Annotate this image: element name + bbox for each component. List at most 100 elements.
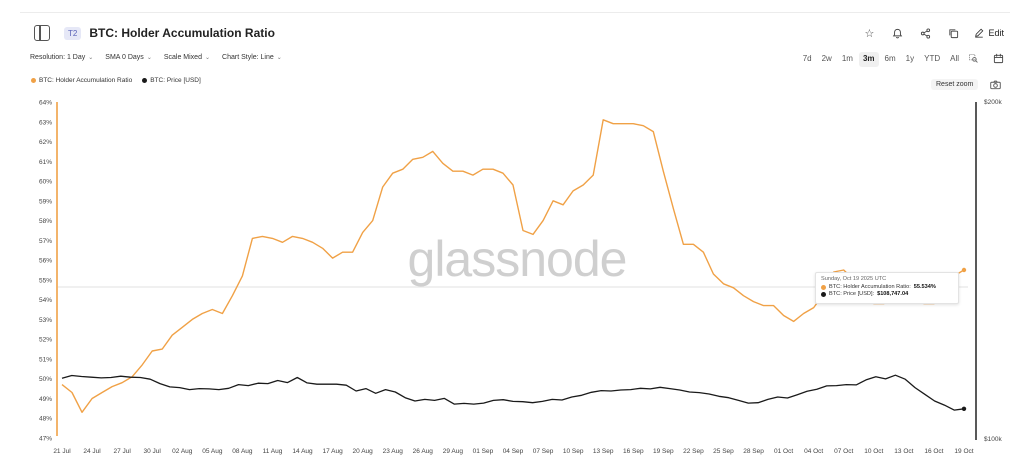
chevron-down-icon: ⌄: [88, 55, 94, 61]
scale-select[interactable]: Scale Mixed ⌄: [164, 54, 210, 61]
y-axis-left: 47% 48% 49% 50% 51% 52% 53% 54% 55% 56% 57% 58% 59% 6…: [39, 100, 52, 443]
x-tick-label: 29 Aug: [443, 448, 464, 455]
x-tick-label: 10 Sep: [563, 448, 584, 455]
edit-button[interactable]: Edit: [974, 28, 1004, 38]
sidebar-toggle-icon[interactable]: [34, 25, 50, 41]
x-tick-label: 24 Jul: [83, 448, 101, 455]
y-tick-label: 54%: [39, 297, 52, 304]
legend-item-ratio[interactable]: BTC: Holder Accumulation Ratio: [31, 77, 132, 84]
x-tick-label: 01 Oct: [774, 448, 793, 455]
y-tick-label: 59%: [39, 198, 52, 205]
chart-toolbar: Resolution: 1 Day ⌄ SMA 0 Days ⌄ Scale Mix…: [30, 54, 282, 61]
legend-dot-price: [142, 78, 148, 83]
star-icon[interactable]: ☆: [864, 27, 875, 40]
x-tick-label: 19 Sep: [653, 448, 674, 455]
x-tick-label: 25 Sep: [713, 448, 734, 455]
x-tick-label: 08 Aug: [232, 448, 253, 455]
zoom-search-icon[interactable]: [965, 52, 982, 67]
y-tick-label: 48%: [39, 416, 52, 423]
x-tick-label: 13 Sep: [593, 448, 614, 455]
y-tick-label: 57%: [39, 238, 52, 245]
y-tick-label: 49%: [39, 396, 52, 403]
x-axis: 21 Jul 24 Jul 27 Jul 30 Jul 02 Aug 05 Aug 08 A…: [53, 448, 973, 455]
camera-icon[interactable]: [990, 80, 1001, 92]
y-tick-label: 56%: [39, 258, 52, 265]
tooltip-label-price: BTC: Price [USD]:: [829, 291, 875, 297]
y-tick-label: 61%: [39, 159, 52, 166]
top-divider: [20, 12, 1010, 13]
x-tick-label: 07 Oct: [834, 448, 853, 455]
y-tick-label: 63%: [39, 119, 52, 126]
bell-icon[interactable]: [890, 26, 904, 40]
edit-label: Edit: [988, 28, 1004, 38]
last-point-price: [961, 406, 967, 411]
x-tick-label: 02 Aug: [172, 448, 193, 455]
sma-label: SMA 0 Days: [105, 54, 144, 61]
y-tick-label: 64%: [39, 100, 52, 107]
chevron-down-icon: ⌄: [146, 55, 152, 61]
tooltip-row-price: BTC: Price [USD]: $108,747.04: [821, 291, 953, 297]
x-tick-label: 28 Sep: [743, 448, 764, 455]
chart-legend: BTC: Holder Accumulation Ratio BTC: Pric…: [31, 77, 201, 84]
data-tooltip: Sunday, Oct 19 2025 UTC BTC: Holder Accu…: [815, 272, 959, 304]
x-tick-label: 27 Jul: [113, 448, 131, 455]
range-6m[interactable]: 6m: [884, 54, 896, 63]
copy-icon[interactable]: [946, 26, 960, 40]
tier-badge: T2: [64, 26, 82, 40]
watermark: glassnode: [408, 231, 627, 287]
series-line-price: [61, 374, 965, 411]
y-right-tick-label: $200k: [984, 99, 1002, 106]
reset-zoom-button[interactable]: Reset zoom: [931, 79, 979, 90]
range-selector: 7d 2w 1m 3m 6m 1y YTD All: [799, 52, 982, 67]
x-tick-label: 04 Sep: [503, 448, 524, 455]
x-tick-label: 23 Aug: [383, 448, 404, 455]
chevron-down-icon: ⌄: [204, 55, 211, 61]
x-tick-label: 14 Aug: [292, 448, 313, 455]
chart-style-label: Chart Style: Line: [222, 54, 274, 61]
y-tick-label: 58%: [39, 218, 52, 225]
range-7d[interactable]: 7d: [802, 54, 812, 63]
y-tick-label: 50%: [39, 376, 52, 383]
chart-header: T2 BTC: Holder Accumulation Ratio ☆ Edit: [20, 20, 1010, 46]
y-tick-label: 60%: [39, 179, 52, 186]
range-1y[interactable]: 1y: [905, 54, 915, 63]
y-axis-right: $100k $200k: [984, 99, 1002, 443]
legend-item-price[interactable]: BTC: Price [USD]: [142, 77, 201, 84]
y-tick-label: 51%: [39, 356, 52, 363]
x-tick-label: 16 Oct: [924, 448, 943, 455]
x-tick-label: 05 Aug: [202, 448, 223, 455]
range-3m[interactable]: 3m: [858, 52, 879, 67]
series-group: [61, 119, 967, 413]
chart-style-select[interactable]: Chart Style: Line ⌄: [222, 54, 282, 61]
y-tick-label: 53%: [39, 317, 52, 324]
y-right-tick-label: $100k: [984, 436, 1002, 443]
x-tick-label: 10 Oct: [864, 448, 883, 455]
x-tick-label: 30 Jul: [144, 448, 162, 455]
x-tick-label: 01 Sep: [473, 448, 494, 455]
sma-select[interactable]: SMA 0 Days ⌄: [105, 54, 152, 61]
tooltip-label-ratio: BTC: Holder Accumulation Ratio:: [829, 284, 911, 290]
tooltip-value-price: $108,747.04: [877, 291, 909, 297]
last-point-ratio: [961, 267, 967, 273]
tooltip-value-ratio: 55.534%: [913, 284, 936, 290]
x-tick-label: 16 Sep: [623, 448, 644, 455]
range-1m[interactable]: 1m: [841, 54, 853, 63]
x-tick-label: 19 Oct: [954, 448, 973, 455]
range-2w[interactable]: 2w: [821, 54, 832, 63]
chart-title: BTC: Holder Accumulation Ratio: [89, 26, 275, 40]
x-tick-label: 21 Jul: [53, 448, 71, 455]
x-tick-label: 26 Aug: [413, 448, 434, 455]
resolution-label: Resolution: 1 Day: [30, 54, 86, 61]
header-actions: ☆ Edit: [862, 26, 1010, 40]
share-icon[interactable]: [918, 26, 932, 40]
range-all[interactable]: All: [950, 54, 959, 63]
x-tick-label: 04 Oct: [804, 448, 823, 455]
x-tick-label: 07 Sep: [533, 448, 554, 455]
range-ytd[interactable]: YTD: [924, 54, 941, 63]
calendar-icon[interactable]: [993, 53, 1004, 67]
legend-label-price: BTC: Price [USD]: [150, 77, 201, 84]
resolution-select[interactable]: Resolution: 1 Day ⌄: [30, 54, 93, 61]
legend-dot-ratio: [31, 78, 36, 83]
chevron-down-icon: ⌄: [276, 55, 282, 61]
